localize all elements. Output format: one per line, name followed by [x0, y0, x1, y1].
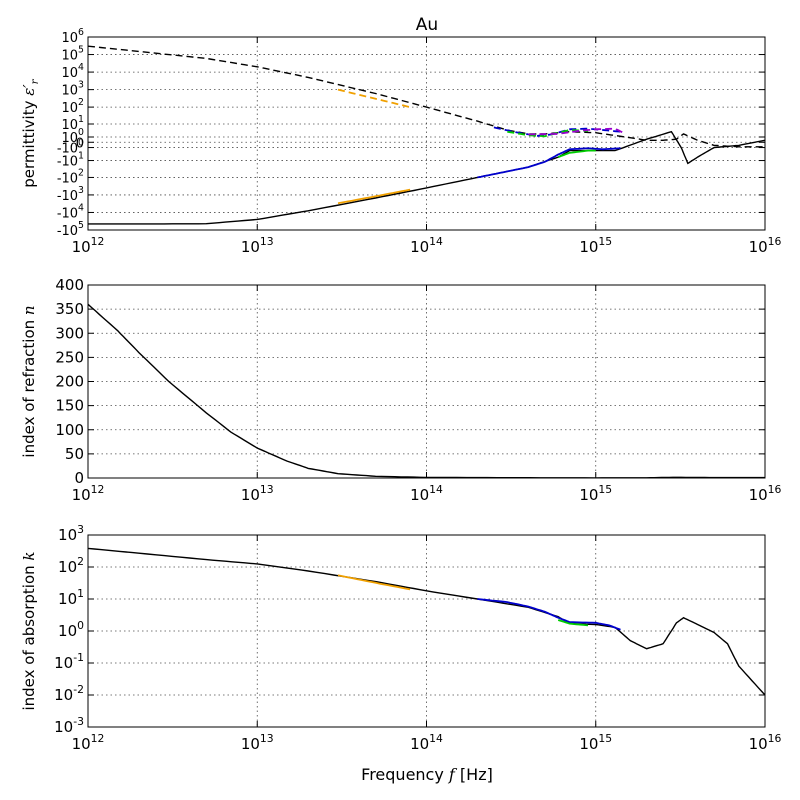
y-tick-label: -101: [57, 151, 84, 170]
series-line-4: [528, 127, 627, 136]
y-tick-label: 10-3: [54, 715, 84, 736]
y-tick-label: 102: [58, 555, 84, 576]
y-tick-label: 101: [62, 114, 85, 133]
series-line-7: [337, 88, 411, 108]
y-tick-label: 103: [62, 80, 85, 99]
y-tick-label: -103: [57, 185, 84, 204]
axes-frame: [87, 534, 766, 728]
y-tick-label: 250: [55, 348, 84, 366]
series-line-2: [557, 619, 589, 627]
x-tick-label: 1013: [241, 235, 274, 256]
x-tick-label: 1015: [579, 732, 612, 753]
y-tick-label: 100: [55, 421, 84, 439]
axes-frame: [87, 284, 766, 479]
x-tick-label: 1014: [410, 732, 443, 753]
y-tick-label: 101: [58, 587, 84, 608]
series-line-8: [337, 188, 411, 205]
y-tick-label: 106: [62, 27, 85, 46]
x-tick-label: 1014: [410, 483, 443, 504]
y-tick-label: 100: [62, 127, 85, 146]
x-tick-label: 1015: [579, 235, 612, 256]
y-tick-label: 100: [58, 619, 84, 640]
x-tick-label: 1014: [410, 235, 443, 256]
y-tick-label: 350: [55, 300, 84, 318]
x-tick-label: 1012: [72, 235, 105, 256]
y-axis-label: index of absorption k: [20, 551, 38, 710]
y-tick-label: 150: [55, 397, 84, 415]
x-axis-label: Frequency f [Hz]: [361, 765, 493, 784]
y-tick-label: 105: [62, 45, 85, 64]
y-tick-label: 50: [65, 445, 84, 463]
y-tick-label: 10-2: [54, 683, 84, 704]
x-tick-label: 1013: [241, 732, 274, 753]
x-tick-label: 1012: [72, 732, 105, 753]
series-group: [88, 547, 765, 696]
y-tick-label: 103: [58, 523, 84, 544]
refraction-panel: 1012 1013 1014 1015 1016 0 50 100 150 200 250 300 35…: [20, 276, 782, 504]
y-axis-label: permittivity ε′r: [20, 78, 41, 187]
y-tick-label: -105: [57, 220, 84, 239]
axes-frame: [87, 36, 766, 231]
series-line-0: [88, 547, 765, 696]
permittivity-panel: 1012 1013 1014 1015 1016 10610510410310210110…: [20, 27, 782, 256]
y-tick-label: 10-1: [54, 651, 84, 672]
series-line-6: [557, 149, 596, 158]
y-tick-label: -104: [57, 202, 84, 221]
x-tick-label: 1015: [579, 483, 612, 504]
y-tick-label: -102: [57, 167, 84, 186]
x-tick-label: 1013: [241, 483, 274, 504]
y-tick-label: -100: [57, 138, 84, 157]
y-axis-label: index of refraction n: [20, 305, 38, 457]
series-line-3: [337, 574, 411, 591]
series-line-1: [88, 130, 765, 225]
y-tick-label: 400: [55, 276, 84, 294]
figure-title: Au: [416, 15, 438, 35]
series-group: [88, 45, 765, 225]
x-tick-label: 1016: [749, 235, 782, 256]
y-tick-label: 104: [62, 62, 85, 81]
y-tick-label: 300: [55, 324, 84, 342]
y-tick-label: 102: [62, 97, 85, 116]
x-tick-label: 1012: [72, 483, 105, 504]
y-tick-label: 200: [55, 373, 84, 391]
x-tick-label: 1016: [749, 732, 782, 753]
x-tick-label: 1016: [749, 483, 782, 504]
y-tick-label: 0: [74, 469, 84, 487]
series-line-5: [477, 147, 621, 179]
series-line-1: [477, 598, 621, 631]
absorption-panel: 1012 1013 1014 1015 1016 103 102 101 100 10-1 10-2…: [20, 523, 782, 753]
y-tick-label: 0: [76, 136, 84, 151]
